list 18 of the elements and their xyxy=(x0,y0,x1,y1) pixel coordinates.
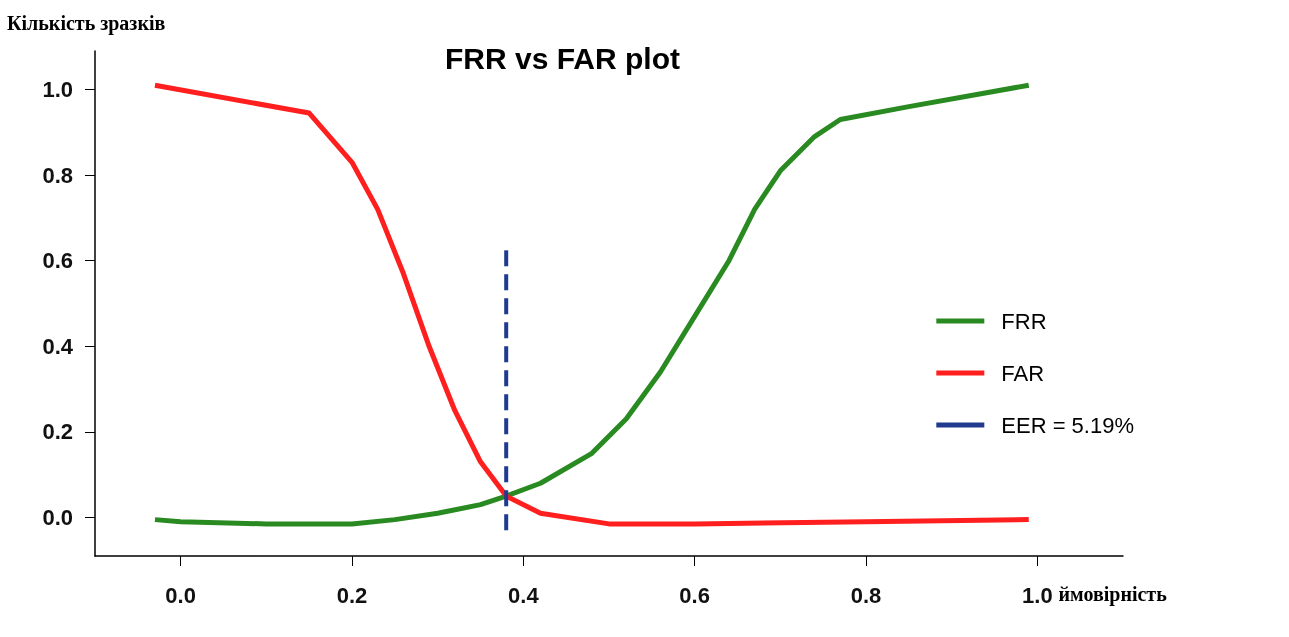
legend-label: EER = 5.19% xyxy=(1001,412,1134,438)
y-tick-label: 0.4 xyxy=(42,333,74,359)
x-tick-label: 0.4 xyxy=(508,582,540,608)
y-tick-label: 0.2 xyxy=(42,419,73,445)
legend-label: FAR xyxy=(1001,360,1045,386)
y-tick-label: 0.8 xyxy=(42,162,73,188)
x-tick-label: 0.2 xyxy=(336,582,368,608)
legend-label: FRR xyxy=(1001,308,1047,334)
x-axis-title: ймовірність xyxy=(1058,583,1168,606)
x-tick-label: 1.0 xyxy=(1022,582,1053,608)
chart-title: FRR vs FAR plot xyxy=(445,41,681,75)
y-tick-label: 1.0 xyxy=(42,77,73,103)
x-tick-label: 0.6 xyxy=(679,582,710,608)
y-tick-label: 0.6 xyxy=(42,248,73,274)
y-axis-title: Кількість зразків xyxy=(7,12,166,35)
x-tick-label: 0.8 xyxy=(850,582,882,608)
y-tick-label: 0.0 xyxy=(42,504,73,530)
x-tick-label: 0.0 xyxy=(165,582,196,608)
